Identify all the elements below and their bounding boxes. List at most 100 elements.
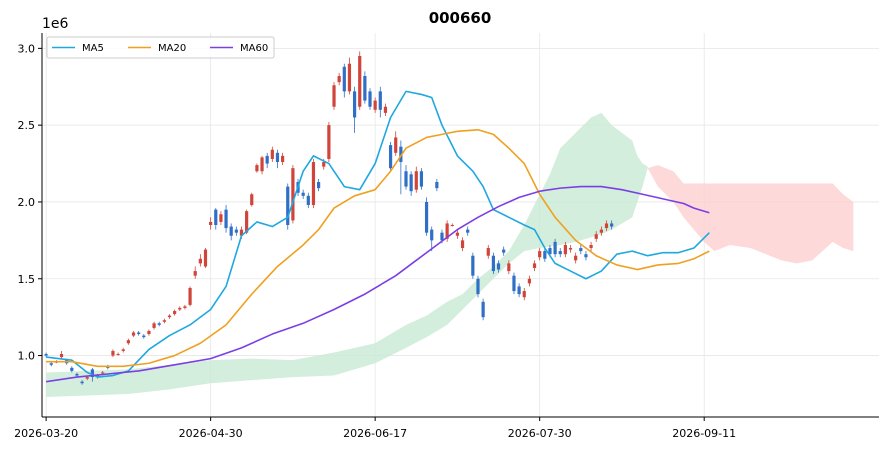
candle-30 [198,254,202,267]
candle-body [245,211,249,233]
candle-83 [471,252,475,279]
candle-76 [435,178,439,192]
candle-body [419,171,424,187]
candle-66 [383,103,388,116]
candle-100 [558,248,562,258]
candle-body [373,100,377,110]
candle-25 [173,309,177,316]
candle-32 [209,217,213,230]
candle-80 [455,229,460,239]
candle-109 [604,220,609,232]
candle-11 [101,370,105,374]
x-axis-ticks: 2026-03-20 2026-04-30 2026-06-17 2026-07-30… [14,417,736,440]
y-axis-ticks: 1.0 1.5 2.0 2.5 3.0 [18,42,42,363]
candle-33 [214,208,218,230]
candle-92 [517,283,521,298]
candle-body [352,91,357,118]
candle-body [399,146,403,163]
candle-body [224,209,228,229]
candle-56 [332,82,336,110]
legend: MA5 MA20 MA60 [46,36,275,59]
candle-body [378,91,382,110]
candle-body [70,367,74,371]
candle-body [471,255,475,276]
candle-31 [203,248,208,269]
candle-body [173,311,177,315]
candle-29 [193,266,197,279]
candle-75 [430,226,434,252]
candle-body [440,232,444,241]
candle-body [116,354,120,356]
candle-93 [522,287,526,301]
candle-86 [486,244,490,259]
candle-body [198,258,202,264]
candle-59 [347,57,352,95]
candle-body [49,363,53,365]
candle-body [507,263,511,272]
x-tick-label: 2026-09-11 [672,427,736,440]
candle-body [414,171,418,190]
candle-body [466,229,470,233]
candle-body [219,214,223,222]
candle-body [579,248,583,252]
x-tick-label: 2026-06-17 [343,427,407,440]
candle-64 [373,97,377,113]
candle-body [178,307,182,310]
candle-body [450,225,454,226]
candle-7 [80,380,84,385]
candle-74 [424,197,429,236]
candle-body [142,335,146,338]
candle-body [491,255,496,272]
candle-35 [224,205,228,233]
candle-45 [275,149,280,169]
candle-108 [599,226,603,236]
candle-body [522,291,526,298]
candle-23 [162,318,166,324]
candle-67 [388,142,393,172]
candle-48 [291,165,295,224]
candle-body [101,372,105,374]
candle-94 [527,275,531,287]
x-tick-label: 2026-03-20 [14,427,78,440]
candle-18 [137,330,141,336]
candle-95 [532,260,537,272]
candle-body [131,332,136,336]
candle-103 [574,252,578,264]
legend-label-ma20: MA20 [158,43,186,54]
candle-47 [286,183,290,230]
candle-body [193,271,197,276]
candle-body [147,330,151,335]
candle-90 [507,260,511,275]
candle-body [363,76,367,101]
candle-body [527,278,531,284]
candle-42 [260,155,264,175]
candle-96 [538,248,542,261]
candle-body [203,249,208,267]
candle-body [538,251,542,258]
candle-body [455,232,460,236]
candle-body [137,332,141,335]
candle-20 [147,329,151,336]
candle-body [167,315,172,318]
candle-body [502,249,506,253]
candle-body [301,192,305,196]
candle-body [610,223,614,227]
candle-14 [116,352,120,356]
candle-body [239,229,244,236]
cloud-segment-bear-1 [647,165,854,264]
candle-body [388,145,393,169]
candle-61 [358,51,362,110]
y-tick-label: 3.0 [18,42,36,55]
candle-body [229,226,233,236]
candle-85 [481,298,485,321]
candle-body [111,350,115,356]
candle-body [188,287,192,305]
candle-body [317,181,321,189]
candle-36 [229,223,233,241]
candle-body [347,63,352,92]
cloud-segment-bull-0 [46,112,648,398]
candle-53 [317,178,321,192]
candle-body [481,301,485,318]
candle-17 [131,330,136,338]
